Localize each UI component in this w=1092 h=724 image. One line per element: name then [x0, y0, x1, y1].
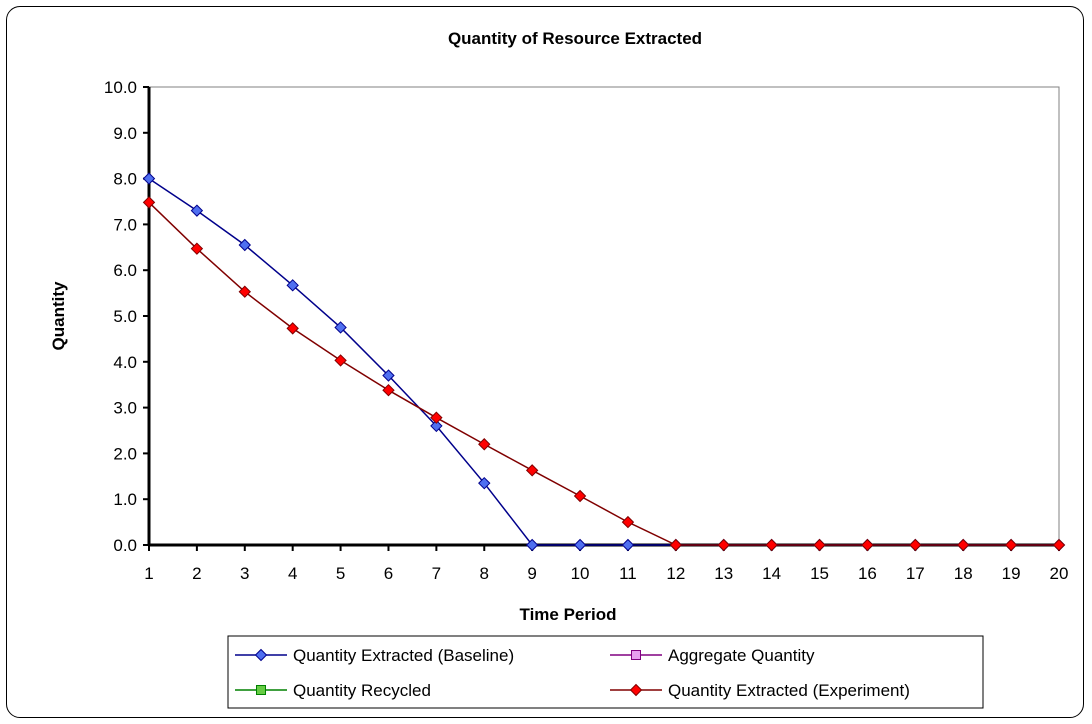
y-tick-label: 5.0 — [113, 307, 137, 326]
y-tick-label: 2.0 — [113, 444, 137, 463]
legend-label: Aggregate Quantity — [668, 646, 815, 665]
data-point — [142, 196, 156, 209]
y-tick-label: 6.0 — [113, 261, 137, 280]
x-tick-label: 14 — [762, 564, 781, 583]
data-point — [909, 538, 922, 552]
data-point — [430, 419, 443, 433]
y-tick-label: 3.0 — [113, 399, 137, 418]
data-point — [957, 538, 970, 552]
data-point — [190, 204, 204, 217]
x-tick-label: 1 — [144, 564, 153, 583]
data-point — [621, 515, 635, 529]
legend-item: Quantity Extracted (Baseline) — [235, 646, 514, 665]
data-point — [861, 538, 874, 552]
data-point — [142, 172, 156, 185]
data-point — [238, 285, 251, 298]
data-point — [717, 538, 730, 552]
x-tick-label: 8 — [480, 564, 489, 583]
plot-area — [148, 86, 1060, 546]
legend-label: Quantity Extracted (Baseline) — [293, 646, 514, 665]
data-point — [573, 538, 587, 552]
x-tick-label: 13 — [714, 564, 733, 583]
y-tick-label: 8.0 — [113, 170, 137, 189]
x-tick-label: 17 — [906, 564, 925, 583]
y-tick-label: 4.0 — [113, 353, 137, 372]
x-axis-title: Time Period — [520, 605, 617, 624]
data-point — [669, 538, 683, 552]
legend-item: Quantity Extracted (Experiment) — [610, 681, 910, 700]
data-point — [1052, 538, 1066, 552]
series-3 — [142, 196, 1066, 552]
legend-marker — [629, 683, 643, 697]
x-tick-label: 11 — [619, 564, 637, 583]
data-point — [1004, 538, 1018, 552]
y-tick-label: 7.0 — [113, 215, 137, 234]
y-axis: 0.0 1.0 2.0 3.0 4.0 5.0 6.0 7.0 8.0 9.0 10.0 — [104, 78, 151, 555]
x-tick-label: 3 — [240, 564, 249, 583]
legend-label: Quantity Extracted (Experiment) — [668, 681, 910, 700]
legend-item: Quantity Recycled — [235, 681, 431, 700]
x-tick-label: 16 — [858, 564, 877, 583]
x-tick-label: 5 — [336, 564, 345, 583]
x-tick-label: 10 — [571, 564, 590, 583]
x-tick-label: 4 — [288, 564, 297, 583]
data-point — [382, 369, 395, 382]
data-point — [334, 321, 347, 334]
legend: Quantity Extracted (Baseline) Aggregate Q… — [227, 635, 984, 709]
x-tick-label: 15 — [810, 564, 829, 583]
x-tick-label: 20 — [1050, 564, 1069, 583]
data-point — [286, 279, 299, 292]
x-tick-label: 19 — [1002, 564, 1021, 583]
data-point — [813, 538, 826, 552]
data-point — [621, 538, 635, 552]
legend-box — [227, 635, 984, 709]
legend-marker — [256, 685, 266, 695]
y-axis-title: Quantity — [49, 281, 68, 350]
legend-marker — [631, 650, 641, 660]
data-point — [765, 538, 778, 552]
legend-marker — [254, 648, 268, 662]
data-point — [478, 476, 491, 490]
chart-title: Quantity of Resource Extracted — [448, 29, 702, 48]
data-point — [525, 538, 539, 552]
x-tick-label: 12 — [666, 564, 685, 583]
data-point — [382, 383, 395, 397]
y-tick-label: 0.0 — [113, 536, 137, 555]
y-tick-label: 1.0 — [113, 490, 137, 509]
y-tick-label: 10.0 — [104, 78, 137, 97]
data-point — [334, 354, 347, 367]
series-line — [148, 201, 1059, 546]
legend-label: Quantity Recycled — [293, 681, 431, 700]
x-tick-label: 2 — [192, 564, 201, 583]
data-point — [238, 238, 251, 252]
x-axis: 1 2 3 4 5 6 7 8 9 10 11 12 13 14 15 16 17 18 19 20 — [144, 543, 1069, 583]
data-point — [478, 438, 491, 451]
x-tick-label: 18 — [954, 564, 973, 583]
series-layer — [142, 172, 1066, 552]
data-point — [573, 489, 587, 503]
data-point — [430, 411, 443, 424]
x-tick-label: 9 — [527, 564, 536, 583]
x-tick-label: 7 — [432, 564, 441, 583]
x-tick-label: 6 — [384, 564, 393, 583]
data-point — [525, 464, 539, 477]
data-point — [286, 322, 299, 335]
legend-item: Aggregate Quantity — [610, 646, 815, 665]
y-tick-label: 9.0 — [113, 124, 137, 143]
data-point — [190, 242, 204, 255]
